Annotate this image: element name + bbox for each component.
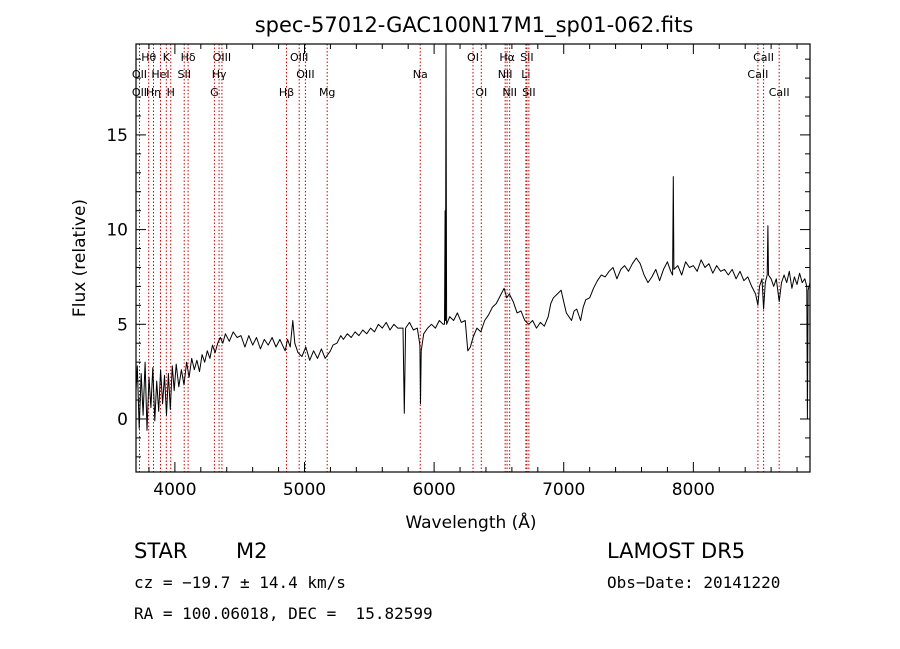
spectral-line-label: Li (521, 68, 530, 81)
spectral-line-label: CaII (747, 68, 768, 81)
spectral-line-label: OIII (296, 68, 314, 81)
spectral-line-label: K (163, 51, 171, 64)
spectral-line-label: CaII (769, 86, 790, 99)
x-tick-label: 6000 (412, 480, 455, 500)
observation-date: Obs−Date: 20141220 (607, 573, 781, 592)
spectral-line-label: Hγ (212, 68, 227, 81)
spectral-line-label: OIII (213, 51, 231, 64)
y-tick-label: 0 (117, 410, 128, 430)
spectral-line-label: NII (498, 68, 513, 81)
spectral-line-label: OI (467, 51, 479, 64)
spectrum-series (135, 43, 811, 431)
spectrum-line (135, 43, 811, 431)
spectral-line-label: H (167, 86, 175, 99)
survey-name: LAMOST DR5 (607, 539, 746, 563)
spectral-line-label: HeI (151, 68, 169, 81)
y-tick-label: 15 (106, 126, 128, 146)
plot-frame (135, 43, 811, 473)
chart-title: spec-57012-GAC100N17M1_sp01-062.fits (255, 13, 694, 38)
spectral-line-label: SII (520, 51, 533, 64)
spectral-line-label: OIII (290, 51, 308, 64)
object-class: STAR (134, 539, 188, 563)
y-tick-label: 5 (117, 315, 128, 335)
x-tick-label: 8000 (672, 480, 715, 500)
x-tick-label: 5000 (283, 480, 326, 500)
spectral-line-label: Na (413, 68, 428, 81)
y-tick-label: 10 (106, 221, 128, 241)
spectral-line-label: G (210, 86, 219, 99)
spectral-line-label: Hθ (141, 51, 156, 64)
spectral-line-label: CaII (753, 51, 774, 64)
spectral-line-label: NII (502, 86, 517, 99)
velocity-readout: cz = −19.7 ± 14.4 km/s (134, 573, 346, 592)
x-axis-label: Wavelength (Å) (405, 511, 536, 533)
spectral-line-label: Hη (146, 86, 161, 99)
coordinates-readout: RA = 100.06018, DEC = 15.82599 (134, 604, 433, 623)
spectral-line-label: SII (177, 68, 190, 81)
axis-ticks: 4000 5000 6000 7000 8000 0 5 10 15 (106, 44, 810, 500)
spectral-line-label: OII (132, 68, 147, 81)
x-tick-label: 7000 (542, 480, 585, 500)
spectral-line-label: SII (522, 86, 535, 99)
spectral-line-label: Mg (319, 86, 335, 99)
y-axis-label: Flux (relative) (70, 199, 90, 317)
spectral-line-label: Hβ (279, 86, 294, 99)
object-subclass: M2 (236, 539, 268, 563)
x-tick-label: 4000 (153, 480, 196, 500)
spectral-line-label: OI (475, 86, 487, 99)
spectral-line-label: Hδ (181, 51, 196, 64)
spectral-line-label: Hα (499, 51, 515, 64)
